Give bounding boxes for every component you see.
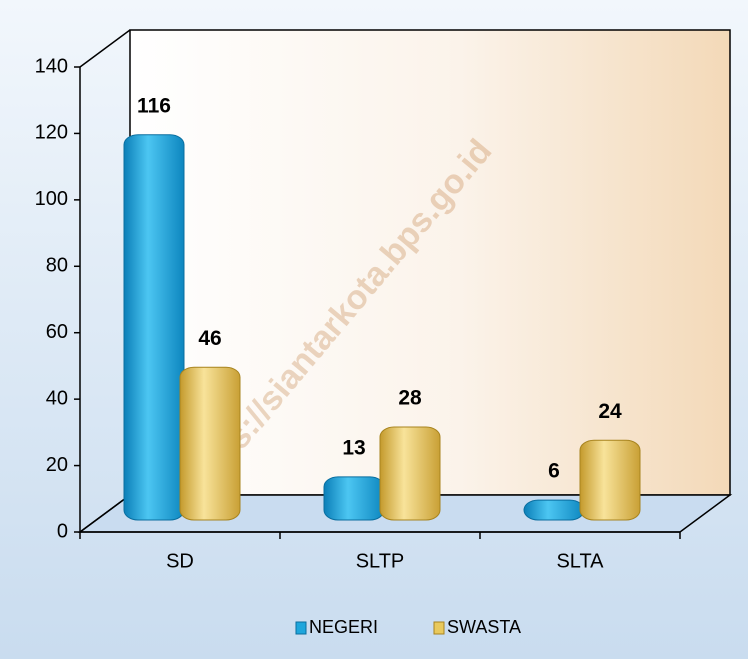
data-label: 28 [398,387,422,410]
y-tick-label: 0 [57,520,68,542]
data-label: 24 [598,400,622,423]
data-label: 46 [198,327,221,350]
bar [523,499,585,521]
legend-swatch [433,621,445,635]
data-label: 6 [548,460,560,483]
x-tick-label: SD [166,550,194,572]
y-tick-label: 60 [46,321,68,343]
bar [379,426,441,521]
wall-edge [79,494,131,533]
bar [323,476,385,521]
bar [123,134,185,521]
legend-swatch [295,621,307,635]
y-tick-label: 140 [35,55,68,77]
y-tick-label: 80 [46,255,68,277]
y-tick-label: 120 [35,122,68,144]
bar [579,439,641,521]
legend-label: NEGERI [309,617,378,637]
wall-edge [79,29,131,68]
data-label: 13 [342,436,365,459]
y-tick-label: 20 [46,454,68,476]
x-tick-label: SLTA [556,550,604,572]
y-tick-label: 40 [46,387,68,409]
x-tick-label: SLTP [356,550,405,572]
data-label: 116 [137,94,171,117]
legend-label: SWASTA [447,617,521,637]
y-tick-label: 100 [35,188,68,210]
bar [179,366,241,521]
